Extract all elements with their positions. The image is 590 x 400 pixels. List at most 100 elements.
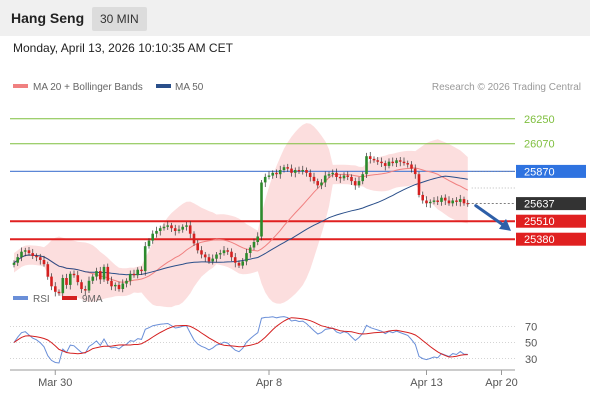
datetime-label: Monday, April 13, 2026 10:10:35 AM CET [13,41,233,55]
legend-rsi: RSI [33,294,50,305]
candle-body [263,176,267,183]
candle-body [20,251,23,258]
level-box-25510 [516,214,586,228]
candle-body [162,226,166,229]
moving-averages [13,167,469,283]
candle-body [338,176,342,179]
candle-body [290,168,293,173]
candle-body [323,175,327,183]
candle-body [80,282,83,290]
candle-body [301,170,304,172]
candle-body [27,250,31,254]
candle-body [76,275,80,283]
candle-body [297,170,301,172]
candle-body [432,200,436,202]
rsi-tick-50: 50 [525,338,537,350]
candle-body [350,176,353,182]
candle-body [106,266,110,281]
candle-body [99,271,102,280]
level-box-25637 [516,197,586,211]
candle-body [132,273,136,276]
rsi-panel: 70 50 30 [10,316,537,366]
candle-body [380,161,383,164]
candle-body [95,271,98,277]
candles [12,152,469,297]
candle-body [237,262,241,266]
candle-body [140,269,143,272]
candle-body [143,246,147,272]
ma20-line [13,167,469,283]
candle-body [425,200,428,204]
candle-body [91,276,95,281]
candle-body [365,156,368,175]
legend-ma20: MA 20 + Bollinger Bands [33,82,143,93]
candle-body [125,280,128,284]
candle-body [192,233,196,244]
candle-body [42,260,46,265]
candle-body [211,258,214,262]
rsi-line [13,316,468,364]
legend-9ma: 9MA [82,294,103,305]
candle-body [114,284,117,287]
forecast-arrow-head [499,218,511,231]
candle-body [72,273,76,276]
candle-body [376,160,379,162]
candle-body [372,158,376,161]
candle-body [57,291,61,294]
candle-body [271,172,274,176]
candle-body [23,250,27,252]
legend-ma50: MA 50 [175,82,204,93]
candle-body [147,240,151,247]
candle-body [305,170,308,173]
candle-body [406,163,409,165]
candle-body [117,284,121,290]
candle-body [451,200,454,204]
candle-body [121,283,125,289]
header-bar: Hang Seng 30 MIN [0,0,590,36]
level-label-26070: 26070 [524,139,555,151]
candle-body [245,253,248,262]
candle-body [136,269,139,276]
candle-body [69,273,72,285]
candle-body [353,181,357,186]
candle-body [282,167,286,170]
candle-body [46,264,50,277]
candle-body [278,170,282,175]
candle-body [398,160,402,162]
candle-body [128,273,132,281]
candle-body [207,257,211,262]
candle-body [346,175,349,177]
candle-body [320,182,323,186]
instrument-name: Hang Seng [11,10,85,26]
candle-body [230,251,233,258]
candle-body [16,257,19,263]
bollinger-band-fill [14,123,468,308]
candle-body [361,174,364,182]
candle-body [342,175,346,179]
candle-body [50,276,53,287]
candle-body [35,255,38,258]
legend-swatch-rsi [13,296,28,300]
candle-body [39,257,42,260]
level-label-25870: 25870 [524,166,555,178]
candle-body [233,257,237,263]
candle-body [226,250,229,252]
timeframe-button[interactable]: 30 MIN [92,7,147,31]
candle-body [267,175,271,177]
candle-body [158,228,162,231]
level-box-25380 [516,232,586,246]
candle-body [327,174,331,176]
candle-body [410,164,413,169]
candle-body [252,242,256,248]
rsi-9ma-line [13,317,468,358]
candle-body [357,181,361,186]
candle-body [260,182,263,237]
level-label-25510: 25510 [524,216,555,228]
candle-body [466,203,469,205]
candle-body [275,172,278,175]
candle-body [248,247,252,253]
candle-body [417,174,421,195]
candle-body [166,225,169,227]
x-tick-label: Apr 13 [410,377,442,389]
level-label-25380: 25380 [524,234,555,246]
